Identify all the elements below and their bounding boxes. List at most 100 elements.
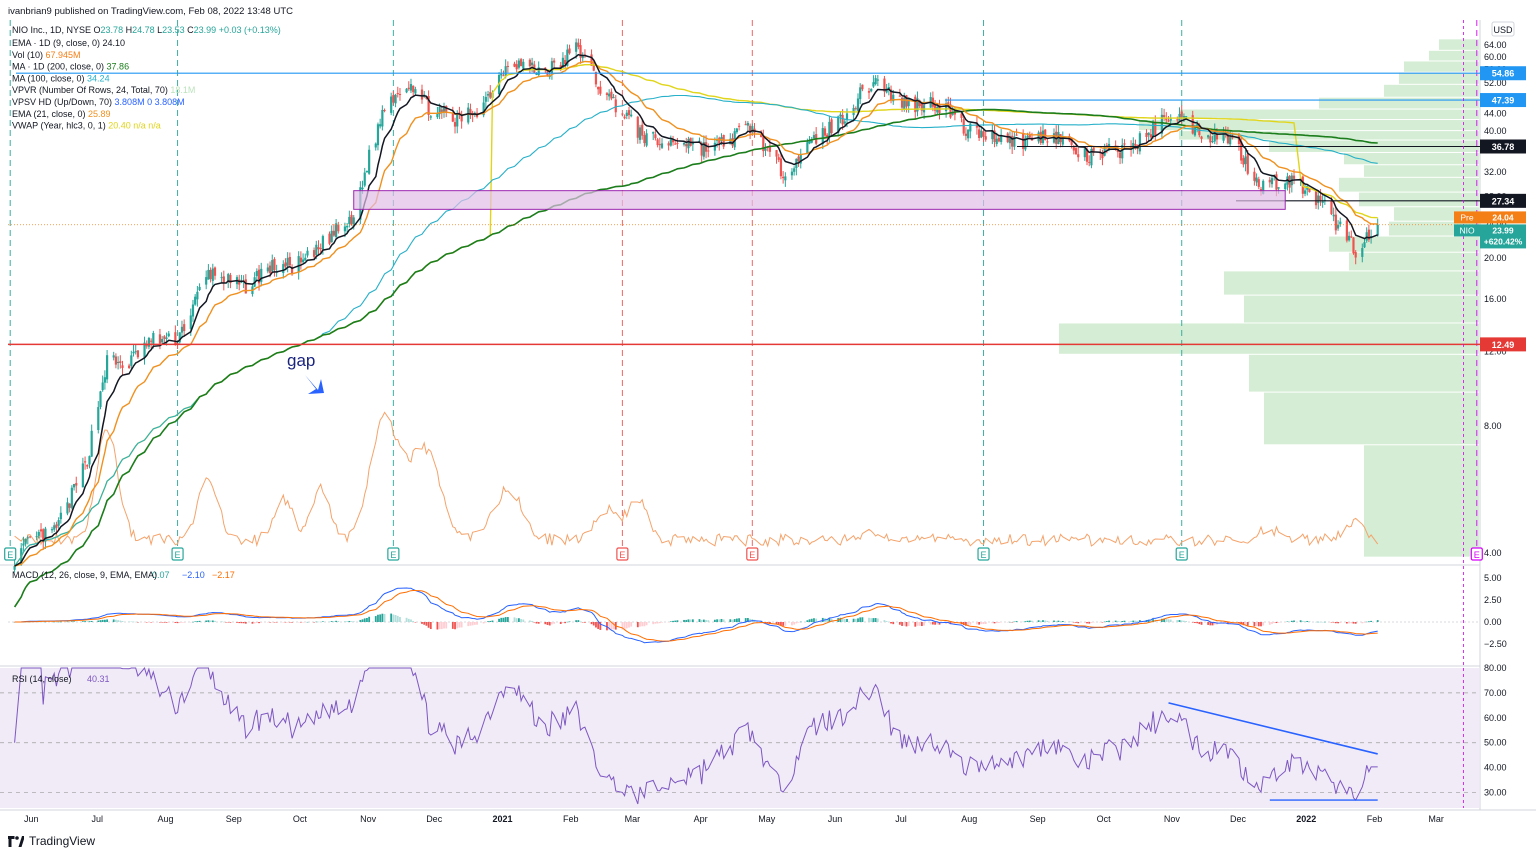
time-tick-label: Jul [92,814,104,824]
macd-histogram-bar [813,618,815,622]
candle-body [445,106,448,113]
price-tick-label: 40.00 [1484,126,1507,136]
rsi-band [0,668,1480,808]
macd-histogram-bar [1072,622,1075,623]
horizontal-levels[interactable] [8,20,1480,808]
macd-histogram-bar [1299,620,1302,622]
candle-body [59,512,62,520]
earnings-marker-icon[interactable]: E [4,547,17,561]
candle-body [394,94,397,104]
currency-label[interactable]: USD [1493,25,1513,35]
macd-histogram-bar [405,617,408,622]
candle-body [900,97,904,108]
candle-body [211,268,214,281]
macd-legend-value: −2.17 [212,570,235,580]
macd-histogram-bar [205,620,208,622]
candle-body [577,42,580,47]
last-price-tag[interactable] [1480,224,1526,249]
macd-histogram-bar [70,621,73,623]
rsi-trendline[interactable] [1168,702,1378,755]
time-tick-label: Dec [1230,814,1247,824]
earnings-marker-icon[interactable]: E [977,547,990,561]
candle-body [352,217,355,227]
macd-histogram-bar [718,619,721,622]
candle-body [564,59,567,65]
candle-body [887,87,890,90]
earnings-marker-icon[interactable]: E [387,547,400,561]
macd-histogram-bar [920,622,923,627]
macd-tick-label: 5.00 [1484,573,1502,583]
macd-histogram-bar [1061,621,1064,622]
candle-body [396,93,399,95]
macd-histogram-bar [667,622,670,623]
macd-histogram-bar [1290,620,1293,622]
price-tick-label: 8.00 [1484,421,1502,431]
candle-body [152,332,155,344]
candle-body [194,296,197,305]
candle-body [1072,147,1075,151]
candle-body [1055,131,1058,144]
candle-body [68,503,71,508]
price-level-tag[interactable] [1480,93,1526,108]
time-tick-label: Sep [226,814,242,824]
candle-body [964,133,968,136]
candle-body [1255,177,1258,183]
candle-body [1046,141,1049,143]
candle-body [1365,232,1368,241]
candle-body [504,66,507,76]
candle-body [982,131,985,137]
macd-histogram-bar [1138,620,1141,622]
price-axis[interactable]: 64.0060.0056.0052.0048.0044.0040.0036.00… [1454,21,1526,798]
macd-histogram-bar [810,618,813,622]
candle-body [1350,236,1353,238]
rsi-pane-background [0,668,1480,808]
macd-histogram-bar [456,622,459,629]
candle-body [980,130,983,138]
candle-body [39,529,43,532]
candle-body [321,236,324,250]
rsi-tick-label: 50.00 [1484,738,1507,748]
indicator-legend-line: VPSV HD (Up/Down, 70) 3.808M 0 3.808M [12,97,185,107]
price-level-tag[interactable] [1480,66,1526,81]
candle-body [691,142,694,145]
macd-histogram-bar [713,619,716,622]
volume-profile-bar [1249,354,1479,392]
ma200-line [13,108,1378,608]
candle-body [856,98,860,111]
macd-histogram-bar [99,620,102,622]
last-price-value: 23.99 [1492,225,1514,235]
gap-zone[interactable] [353,190,1286,210]
candle-body [442,106,446,113]
candle-body [244,279,247,294]
macd-histogram-bar [440,622,443,630]
candle-body [209,269,212,280]
earnings-marker-icon[interactable]: E [616,547,629,561]
earnings-marker-icon[interactable]: E [746,547,759,561]
price-level-tag[interactable] [1480,193,1526,208]
macd-histogram-bar [1028,620,1031,622]
macd-histogram-bar [1185,621,1188,622]
earnings-marker-icon[interactable]: E [1175,547,1188,561]
time-axis[interactable]: Jun Jul Aug Sep Oct Nov Dec 2021 Feb Mar Apr May Jun… [24,814,1444,824]
candle-body [284,262,287,267]
macd-histogram-bar [1200,622,1203,625]
candle-body [145,345,148,347]
candle-body [183,324,186,332]
price-level-tag[interactable] [1480,139,1526,154]
macd-histogram-bar [1068,621,1071,622]
candle-body [749,125,752,134]
macd-histogram-bar [273,622,276,623]
earnings-marker-icon[interactable]: E [171,547,184,561]
macd-histogram-bar [130,621,133,623]
macd-histogram-bar [791,622,793,626]
candle-body [189,315,192,329]
candle-body [1105,145,1108,147]
macd-histogram-bar [1365,621,1368,623]
earnings-marker-icon[interactable]: E [1470,547,1483,561]
currency-button[interactable] [1491,21,1515,37]
candle-body [290,266,294,275]
macd-histogram-bar [1196,622,1199,624]
candle-body [81,463,84,488]
price-level-tag[interactable] [1480,337,1526,352]
